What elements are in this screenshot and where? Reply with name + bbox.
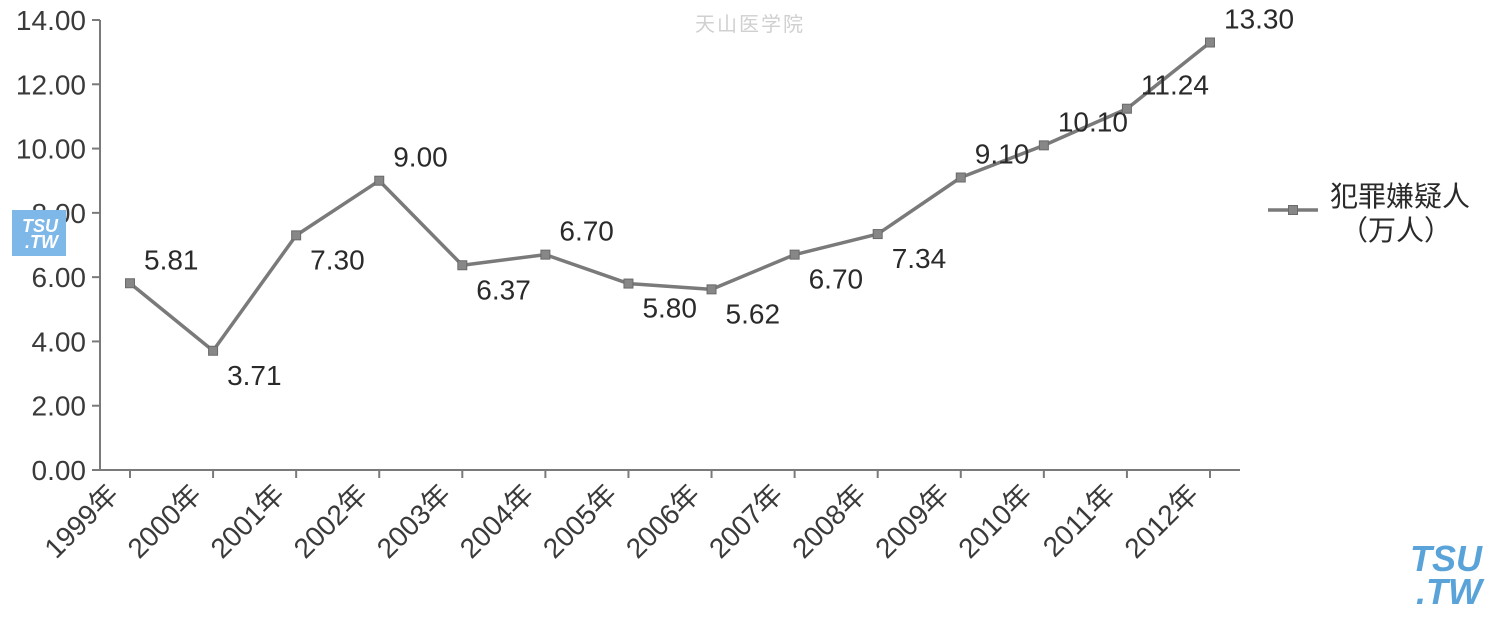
data-label: 6.37 [476,274,531,305]
x-tick-label: 2012年 [1118,478,1204,564]
y-tick-label: 14.00 [16,5,86,36]
x-tick-label: 2008年 [786,478,872,564]
y-tick-label: 12.00 [16,69,86,100]
data-label: 11.24 [1141,70,1209,101]
data-marker [624,279,633,288]
x-tick-label: 1999年 [38,478,124,564]
x-tick-label: 2000年 [122,478,208,564]
x-tick-label: 2010年 [952,478,1038,564]
chart-container: 天山医学院 0.002.004.006.008.0010.0012.0014.0… [0,0,1500,622]
data-label: 7.34 [892,243,947,274]
y-tick-label: 4.00 [32,326,87,357]
x-tick-label: 2007年 [703,478,789,564]
data-label: 10.10 [1058,106,1128,137]
y-tick-label: 8.00 [32,198,87,229]
data-label: 5.80 [642,293,697,324]
legend-label-line2: （万人） [1340,215,1452,246]
data-marker [126,279,135,288]
data-label: 3.71 [227,360,281,391]
data-marker [873,230,882,239]
data-label: 9.10 [975,139,1030,170]
data-marker [209,346,218,355]
data-marker [375,176,384,185]
data-label: 7.30 [310,244,365,275]
data-label: 9.00 [393,142,448,173]
data-label: 13.30 [1224,4,1294,35]
data-marker [707,285,716,294]
y-tick-label: 10.00 [16,134,86,165]
x-tick-label: 2002年 [288,478,374,564]
y-tick-label: 6.00 [32,262,87,293]
x-tick-label: 2003年 [371,478,457,564]
x-tick-label: 2006年 [620,478,706,564]
data-marker [292,231,301,240]
x-tick-label: 2001年 [205,478,291,564]
data-label: 6.70 [809,264,864,295]
legend-label-line1: 犯罪嫌疑人 [1330,181,1470,212]
x-tick-label: 2004年 [454,478,540,564]
data-marker [790,250,799,259]
line-chart: 0.00 2.00 4.00 6.00 8.00 10.00 12.00 14.00 1999年… [0,0,1500,622]
legend-marker [1289,206,1298,215]
data-marker [1122,104,1131,113]
data-label: 6.70 [559,216,614,247]
x-tick-label: 2005年 [537,478,623,564]
y-tick-label: 0.00 [32,455,87,486]
data-label: 5.81 [144,244,199,275]
data-marker [541,250,550,259]
data-marker [1039,141,1048,150]
data-marker [956,173,965,182]
data-marker [458,261,467,270]
x-tick-label: 2011年 [1037,478,1121,562]
y-tick-label: 2.00 [32,391,87,422]
data-label: 5.62 [726,298,781,329]
x-tick-label: 2009年 [869,478,955,564]
data-marker [1206,38,1215,47]
